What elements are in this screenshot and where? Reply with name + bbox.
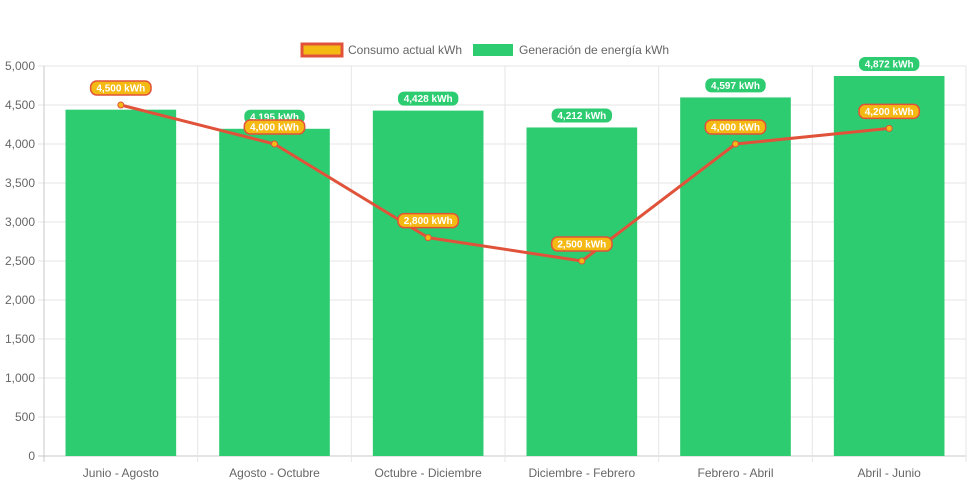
y-tick-label: 4,500 — [5, 98, 35, 112]
data-label-generacion-text: 4,212 kWh — [557, 111, 606, 122]
y-tick-label: 4,000 — [5, 137, 35, 151]
point-consumo[interactable] — [424, 234, 432, 242]
line-consumo — [120, 103, 890, 263]
data-label-generacion-bg — [858, 56, 920, 71]
bar-series-generacion — [65, 75, 945, 457]
data-label-consumo-bg — [397, 212, 460, 229]
data-labels: 4,195 kWh 4,428 kWh 4,212 kWh 4,597 kWh 4,87… — [89, 56, 921, 252]
data-label-consumo-bg — [243, 119, 306, 135]
x-tick-label: Junio - Agosto — [83, 466, 159, 480]
data-label-consumo-bg — [704, 119, 767, 135]
y-tick-label: 5,000 — [5, 59, 35, 73]
data-label-consumo: 2,800 kWh — [397, 212, 460, 229]
x-tick-label: Agosto - Octubre — [229, 466, 320, 480]
data-label-consumo: 4,500 kWh — [89, 80, 152, 96]
data-label-consumo-bg — [89, 80, 152, 96]
legend-swatch-consumo — [300, 42, 344, 58]
data-label-consumo: 4,000 kWh — [243, 119, 306, 135]
line-series-consumo — [117, 101, 893, 265]
legend-swatch-generacion — [473, 44, 513, 56]
data-label-generacion-text: 4,597 kWh — [711, 81, 760, 92]
point-consumo[interactable] — [117, 101, 125, 109]
y-tick-label: 3,000 — [5, 215, 35, 229]
point-consumo[interactable] — [885, 124, 893, 132]
grid-lines — [38, 65, 967, 462]
y-tick-label: 3,500 — [5, 176, 35, 190]
y-tick-label: 500 — [15, 410, 35, 424]
data-label-consumo-text: 4,000 kWh — [711, 123, 760, 134]
data-label-generacion-text: 4,195 kWh — [250, 112, 299, 123]
data-label-consumo: 4,000 kWh — [704, 119, 767, 135]
y-tick-label: 0 — [28, 449, 35, 463]
legend-item-consumo[interactable]: Consumo actual kWh — [300, 42, 462, 58]
data-label-generacion-bg — [397, 91, 459, 106]
bar-generacion[interactable] — [680, 97, 791, 457]
data-label-generacion: 4,428 kWh — [397, 91, 459, 106]
data-label-generacion: 4,212 kWh — [551, 108, 613, 123]
data-label-consumo-text: 4,000 kWh — [250, 123, 299, 134]
data-label-consumo-text: 2,800 kWh — [404, 216, 453, 227]
legend-label-consumo: Consumo actual kWh — [348, 43, 462, 57]
data-label-generacion-bg — [705, 78, 766, 93]
data-label-consumo-bg — [550, 236, 613, 252]
point-consumo[interactable] — [732, 140, 739, 148]
x-tick-label: Abril - Junio — [857, 466, 921, 480]
legend: Consumo actual kWh Generación de energía… — [300, 42, 669, 58]
y-tick-label: 1,000 — [5, 371, 35, 385]
data-label-consumo-text: 4,500 kWh — [96, 84, 145, 95]
data-label-generacion-bg — [551, 108, 613, 123]
legend-label-generacion: Generación de energía kWh — [519, 43, 669, 57]
data-label-generacion: 4,872 kWh — [858, 56, 920, 71]
bar-generacion[interactable] — [372, 110, 484, 456]
legend-item-generacion[interactable]: Generación de energía kWh — [473, 43, 669, 57]
data-label-consumo-bg — [858, 103, 921, 120]
data-label-generacion-text: 4,428 kWh — [404, 94, 453, 105]
data-label-consumo: 2,500 kWh — [550, 236, 613, 252]
bar-generacion[interactable] — [219, 128, 330, 457]
y-tick-label: 1,500 — [5, 332, 35, 346]
point-consumo[interactable] — [271, 140, 278, 148]
data-label-consumo-text: 4,200 kWh — [865, 107, 914, 118]
data-label-consumo-text: 2,500 kWh — [557, 240, 606, 251]
x-tick-label: Octubre - Diciembre — [374, 466, 482, 480]
y-tick-label: 2,000 — [5, 293, 35, 307]
x-tick-label: Febrero - Abril — [697, 466, 773, 480]
bar-generacion[interactable] — [65, 109, 177, 457]
data-label-generacion-text: 4,872 kWh — [865, 59, 914, 70]
y-tick-label: 2,500 — [5, 254, 35, 268]
data-label-generacion: 4,597 kWh — [705, 78, 766, 93]
point-consumo[interactable] — [578, 257, 586, 265]
data-label-consumo: 4,200 kWh — [858, 103, 921, 120]
x-tick-label: Diciembre - Febrero — [528, 466, 635, 480]
bar-generacion[interactable] — [833, 75, 945, 456]
bar-generacion[interactable] — [526, 127, 638, 457]
axes: 0 500 1,000 1,500 2,000 2,500 3,000 3,500 4,000 4… — [5, 59, 921, 480]
